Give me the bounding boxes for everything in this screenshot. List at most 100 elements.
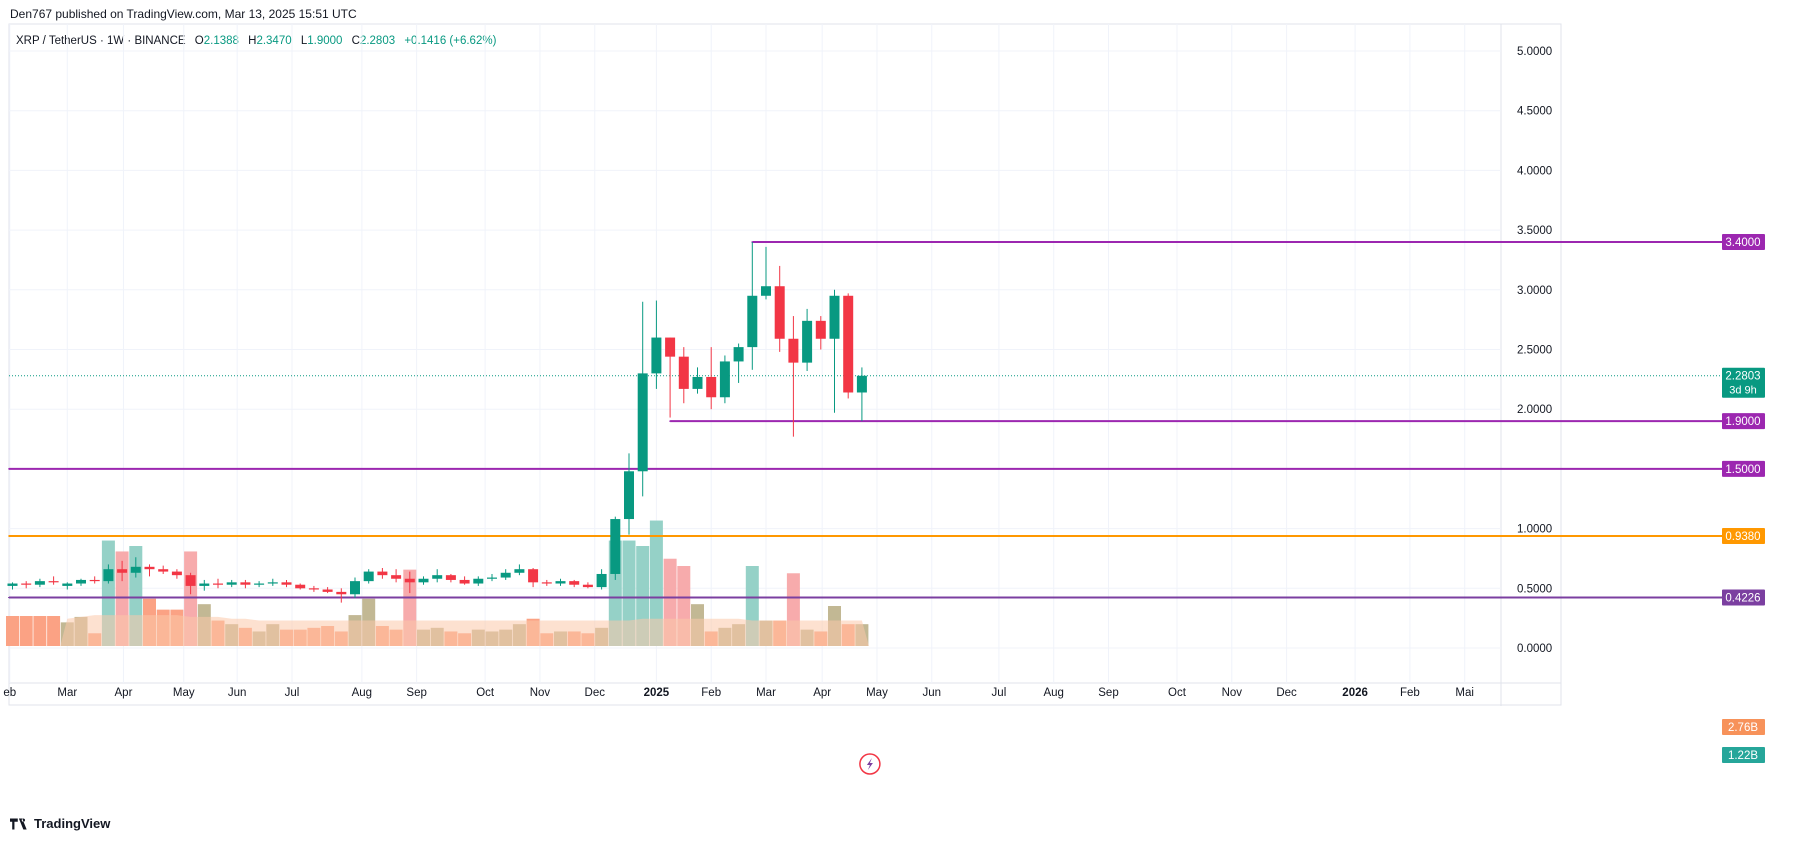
candle-body (500, 572, 511, 578)
candle-body (199, 583, 210, 586)
candle-body (144, 566, 155, 570)
legend-symbol[interactable]: XRP / TetherUS · 1W · BINANCE (16, 35, 186, 47)
candle-body (322, 589, 333, 592)
candle-body (569, 581, 580, 585)
candle-body (761, 286, 771, 296)
candle-body (363, 571, 374, 582)
volume-label: 2.76B (1728, 722, 1758, 734)
level-price-label-bg (1722, 413, 1765, 430)
volume-ma-area (60, 615, 869, 646)
x-tick-label: Sep (1098, 687, 1118, 699)
candle-body (267, 582, 278, 584)
level-price-label: 3.4000 (1725, 237, 1760, 249)
candle-body (336, 591, 347, 595)
x-tick-label: Mar (57, 687, 77, 699)
legend-low-label: L (300, 35, 308, 47)
candle-body (802, 320, 813, 363)
y-tick-label: 0.0000 (1517, 643, 1552, 655)
candle-body (171, 571, 182, 576)
lightning-icon (866, 758, 873, 770)
legend-open-label: O (194, 35, 204, 47)
candle-body (34, 581, 45, 585)
legend-close-label: C (351, 35, 360, 47)
x-tick-label: Dec (1276, 687, 1297, 699)
candle-body (213, 583, 223, 585)
x-tick-label: Oct (476, 687, 495, 699)
x-tick-label: eb (3, 687, 16, 699)
candle-body (62, 583, 73, 586)
level-price-label-bg (1722, 460, 1765, 477)
candle-body (89, 579, 100, 582)
x-tick-label: Jun (922, 687, 941, 699)
candle-body (117, 569, 128, 573)
x-tick-label: Aug (352, 687, 372, 699)
x-tick-label: May (866, 687, 888, 699)
publisher-line: Den767 published on TradingView.com, Mar… (10, 7, 357, 21)
current-price-label: 2.2803 (1725, 371, 1760, 383)
level-price-label-bg (1722, 589, 1765, 606)
chart-frame (8, 23, 1562, 706)
candle-body (130, 566, 141, 573)
candle-body (637, 373, 648, 472)
volume-label-bg (1722, 719, 1765, 735)
y-tick-label: 2.5000 (1517, 345, 1552, 357)
y-tick-label: 3.0000 (1517, 285, 1552, 297)
volume-bar (649, 520, 663, 646)
volume-ma-label-bg (1722, 747, 1765, 763)
candle-body (445, 575, 456, 580)
candle-body (377, 571, 388, 576)
candle-body (418, 578, 429, 583)
candle-body (610, 519, 621, 574)
candle-body (596, 573, 607, 588)
candle-body (582, 584, 593, 588)
volume-ma-label: 1.22B (1728, 750, 1758, 762)
candle-body (651, 337, 662, 374)
candle-body (226, 582, 237, 585)
candle-body (624, 471, 634, 520)
candle-body (733, 347, 744, 362)
x-tick-label: Aug (1043, 687, 1063, 699)
volume-bar (622, 540, 636, 646)
candle-body (815, 320, 826, 339)
tradingview-logo-icon (10, 817, 27, 830)
volume-bar (47, 616, 61, 646)
legend-close-value: 2.2803 (359, 35, 396, 47)
bar-countdown-label: 3d 9h (1729, 385, 1757, 397)
y-tick-label: 4.5000 (1517, 106, 1552, 118)
candle-body (514, 569, 525, 573)
legend-change: +0.1416 (+6.62%) (404, 35, 497, 47)
tradingview-logo[interactable]: TradingView (10, 816, 110, 831)
legend-open-value: 2.1388 (203, 35, 239, 47)
volume-ma-area (60, 615, 869, 646)
candle-body (747, 295, 758, 348)
level-price-label: 1.9000 (1725, 416, 1760, 428)
volume-bar (33, 616, 47, 646)
candle-body (432, 575, 443, 579)
y-tick-label: 4.0000 (1517, 165, 1552, 177)
chart-grid (8, 23, 1562, 706)
x-tick-label: Feb (1400, 687, 1420, 699)
candle-body (281, 582, 292, 585)
x-tick-label: Oct (1168, 687, 1187, 699)
candle-body (185, 575, 196, 586)
candle-body (541, 582, 552, 584)
candle-body (240, 582, 251, 585)
volume-bar (19, 616, 33, 646)
volume-bar (6, 616, 19, 646)
horizontal-levels (8, 241, 1722, 599)
x-tick-label: Nov (1222, 687, 1243, 699)
candle-body (21, 583, 32, 585)
chart-axes: 5.0000 4.5000 4.0000 3.5000 3.0000 2.5000 2.00… (3, 46, 1552, 699)
candle-body (473, 578, 484, 584)
footer-brand: TradingView (34, 816, 111, 831)
x-tick-label: May (173, 687, 195, 699)
candle-body (404, 578, 415, 583)
candle-body (308, 588, 319, 590)
level-price-label-bg (1722, 234, 1765, 251)
candle-body (158, 569, 169, 572)
candle-body (459, 579, 470, 584)
legend-high-value: 2.3470 (256, 35, 292, 47)
level-price-label-bg (1722, 528, 1765, 545)
legend-high-label: H (248, 35, 257, 47)
